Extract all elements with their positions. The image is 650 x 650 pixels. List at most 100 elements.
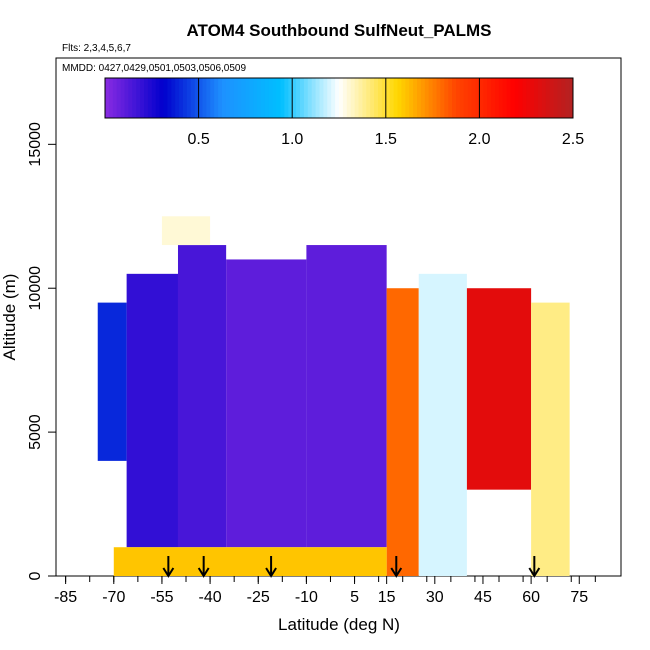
colorbar-swatch bbox=[456, 78, 461, 118]
colorbar-swatch bbox=[288, 78, 293, 118]
x-tick-label: -70 bbox=[102, 589, 125, 606]
colorbar-tick-label: 1.5 bbox=[375, 131, 397, 148]
colorbar-tick-label: 2.0 bbox=[468, 131, 490, 148]
colorbar-swatch bbox=[420, 78, 426, 118]
heatmap-cell bbox=[531, 302, 570, 576]
x-tick-label: -55 bbox=[150, 589, 173, 606]
colorbar-swatch bbox=[300, 78, 305, 118]
x-tick-label: 15 bbox=[378, 589, 396, 606]
colorbar-swatch bbox=[565, 78, 570, 118]
x-tick-label: -10 bbox=[295, 589, 318, 606]
colorbar-swatch bbox=[346, 78, 352, 118]
colorbar-swatch bbox=[112, 78, 118, 118]
colorbar-swatch bbox=[144, 78, 149, 118]
flight-marker-arrow bbox=[390, 556, 403, 578]
colorbar-swatch bbox=[358, 78, 363, 118]
colorbar-swatch bbox=[159, 78, 164, 118]
colorbar-swatch bbox=[397, 78, 402, 118]
colorbar-swatch bbox=[522, 78, 527, 118]
colorbar-swatch bbox=[498, 78, 504, 118]
colorbar-swatch bbox=[124, 78, 129, 118]
colorbar-swatch bbox=[413, 78, 418, 118]
colorbar-swatch bbox=[424, 78, 430, 118]
colorbar-swatch bbox=[350, 78, 356, 118]
arrow-head bbox=[528, 567, 541, 578]
colorbar-swatch bbox=[167, 78, 172, 118]
arrow-head bbox=[197, 567, 210, 578]
heatmap-cell bbox=[126, 273, 178, 548]
colorbar-swatch bbox=[541, 78, 547, 118]
heatmap-cell bbox=[418, 273, 467, 576]
colorbar-swatch bbox=[491, 78, 496, 118]
colorbar-swatch bbox=[510, 78, 515, 118]
y-axis-label: Altitude (m) bbox=[0, 274, 19, 361]
colorbar-swatch bbox=[561, 78, 566, 118]
colorbar-swatch bbox=[530, 78, 535, 118]
colorbar-swatch bbox=[171, 78, 176, 118]
heatmap-cell bbox=[97, 302, 127, 461]
colorbar-swatch bbox=[315, 78, 320, 118]
colorbar-swatch bbox=[537, 78, 543, 118]
colorbar-swatch bbox=[202, 78, 207, 118]
colorbar-swatch bbox=[479, 78, 484, 118]
x-tick-label: 5 bbox=[350, 589, 359, 606]
colorbar-swatch bbox=[467, 78, 473, 118]
colorbar-swatch bbox=[459, 78, 465, 118]
colorbar-swatch bbox=[229, 78, 235, 118]
colorbar-swatch bbox=[284, 78, 289, 118]
colorbar-swatch bbox=[487, 78, 492, 118]
colorbar-swatch bbox=[237, 78, 242, 118]
colorbar-swatch bbox=[206, 78, 211, 118]
colorbar-swatch bbox=[105, 78, 110, 118]
colorbar-swatch bbox=[545, 78, 551, 118]
colorbar-swatch bbox=[506, 78, 512, 118]
colorbar-swatch bbox=[374, 78, 379, 118]
colorbar-swatch bbox=[264, 78, 270, 118]
colorbar-swatch bbox=[405, 78, 410, 118]
heatmap-cell bbox=[306, 245, 387, 548]
colorbar-swatch bbox=[417, 78, 422, 118]
mmdd-annotation: MMDD: 0427,0429,0501,0503,0506,0509 bbox=[62, 63, 246, 74]
flight-marker-arrow bbox=[197, 556, 210, 578]
colorbar-swatch bbox=[534, 78, 539, 118]
heatmap-cell bbox=[386, 288, 419, 576]
colorbar-swatch bbox=[218, 78, 223, 118]
y-axis: 0 5000 10000 15000 bbox=[27, 122, 56, 580]
flight-marker-arrow bbox=[265, 556, 277, 578]
colorbar-swatch bbox=[549, 78, 554, 118]
heatmap-layer bbox=[97, 216, 570, 576]
colorbar-tick-label: 1.0 bbox=[281, 131, 303, 148]
heatmap-cell bbox=[466, 288, 532, 490]
colorbar-swatch bbox=[272, 78, 278, 118]
colorbar-swatch bbox=[253, 78, 258, 118]
colorbar-swatch bbox=[323, 78, 328, 118]
colorbar-swatch bbox=[108, 78, 114, 118]
colorbar-swatch bbox=[436, 78, 441, 118]
chart-title: ATOM4 Southbound SulfNeut_PALMS bbox=[186, 21, 491, 40]
colorbar-swatch bbox=[483, 78, 488, 118]
colorbar-swatch bbox=[276, 78, 281, 118]
colorbar-swatch bbox=[335, 78, 340, 118]
colorbar-swatch bbox=[214, 78, 219, 118]
colorbar-swatch bbox=[261, 78, 266, 118]
flight-marker-arrow bbox=[162, 556, 175, 578]
colorbar-swatch bbox=[471, 78, 476, 118]
heatmap-cell bbox=[226, 259, 307, 548]
colorbar-swatch bbox=[444, 78, 449, 118]
colorbar-swatch bbox=[378, 78, 383, 118]
colorbar: 0.5 1.0 1.5 2.0 2.5 bbox=[104, 77, 584, 148]
colorbar-swatch bbox=[393, 78, 398, 118]
colorbar-swatch bbox=[514, 78, 519, 118]
colorbar-swatch bbox=[440, 78, 445, 118]
colorbar-swatch bbox=[370, 78, 375, 118]
colorbar-swatch bbox=[147, 78, 153, 118]
y-tick-label: 10000 bbox=[27, 266, 44, 311]
colorbar-swatch bbox=[452, 78, 457, 118]
colorbar-swatch bbox=[132, 78, 137, 118]
colorbar-swatch bbox=[210, 78, 215, 118]
colorbar-swatch bbox=[292, 78, 297, 118]
colorbar-tick-label: 0.5 bbox=[187, 131, 209, 148]
colorbar-swatch bbox=[151, 78, 157, 118]
colorbar-swatch bbox=[186, 78, 192, 118]
